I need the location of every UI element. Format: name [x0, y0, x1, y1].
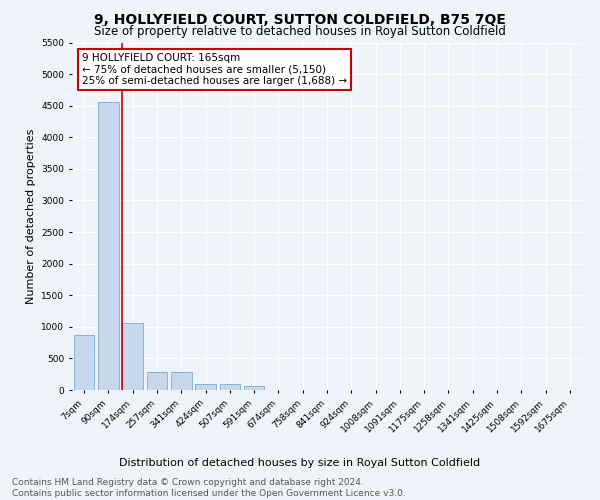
Text: 9 HOLLYFIELD COURT: 165sqm
← 75% of detached houses are smaller (5,150)
25% of s: 9 HOLLYFIELD COURT: 165sqm ← 75% of deta…	[82, 53, 347, 86]
Bar	[122, 323, 143, 390]
Bar	[244, 386, 265, 390]
Bar	[146, 372, 167, 390]
Text: Size of property relative to detached houses in Royal Sutton Coldfield: Size of property relative to detached ho…	[94, 25, 506, 38]
Y-axis label: Number of detached properties: Number of detached properties	[26, 128, 36, 304]
Text: 9, HOLLYFIELD COURT, SUTTON COLDFIELD, B75 7QE: 9, HOLLYFIELD COURT, SUTTON COLDFIELD, B…	[94, 12, 506, 26]
Bar	[220, 384, 240, 390]
Text: Distribution of detached houses by size in Royal Sutton Coldfield: Distribution of detached houses by size …	[119, 458, 481, 468]
Bar	[74, 335, 94, 390]
Bar	[171, 372, 191, 390]
Bar	[98, 102, 119, 390]
Text: Contains HM Land Registry data © Crown copyright and database right 2024.
Contai: Contains HM Land Registry data © Crown c…	[12, 478, 406, 498]
Bar	[195, 384, 216, 390]
